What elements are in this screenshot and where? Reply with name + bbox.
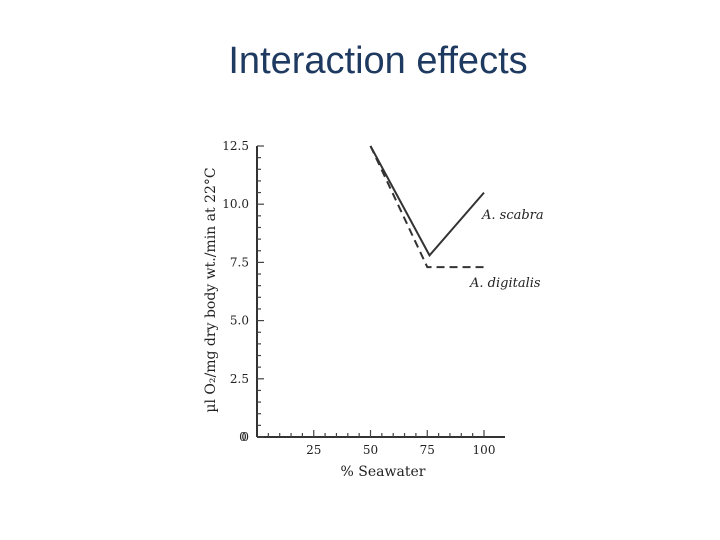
y-tick-label: 12.5 (222, 139, 249, 153)
y-axis-title: µl O₂/mg dry body wt./min at 22°C (203, 167, 219, 412)
series-label-a-digitalis: A. digitalis (469, 276, 541, 291)
x-tick-label: 100 (473, 443, 496, 457)
x-tick-label: 25 (306, 443, 321, 457)
series-line-a-scabra (369, 145, 485, 258)
x-tick-label: 75 (420, 443, 435, 457)
y-tick-group: 0 2.5 5.0 7.5 10.0 12.5 (222, 139, 264, 444)
x-tick-label: 50 (363, 443, 378, 457)
x-tick-group: 25 50 75 100 0 (239, 430, 495, 457)
y-tick-label: 7.5 (230, 255, 249, 269)
x-axis-title: % Seawater (341, 464, 426, 480)
y-tick-label: 5.0 (230, 314, 249, 328)
x-origin-label: 0 (239, 430, 247, 444)
series-label-a-scabra: A. scabra (481, 208, 544, 223)
slide-title: Interaction effects (228, 40, 528, 82)
series-group (369, 145, 485, 269)
y-tick-label: 2.5 (230, 372, 249, 386)
y-tick-label: 10.0 (222, 197, 249, 211)
series-line-a-digitalis (369, 145, 484, 269)
y-tick-label: 0 (241, 430, 249, 444)
